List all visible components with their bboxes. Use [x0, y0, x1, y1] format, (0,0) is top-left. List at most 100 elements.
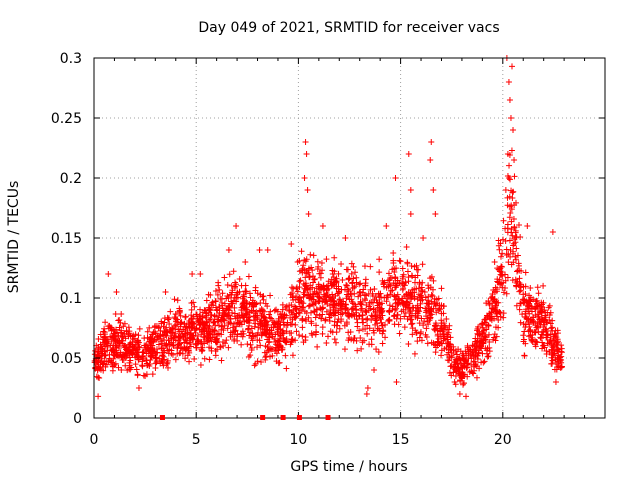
data-point	[252, 312, 259, 319]
data-point	[159, 352, 166, 359]
data-point	[307, 302, 314, 309]
data-point	[371, 286, 378, 293]
data-point	[231, 283, 238, 290]
data-point	[131, 335, 138, 342]
data-point	[313, 306, 320, 313]
data-point	[517, 287, 524, 294]
data-point	[287, 314, 294, 321]
data-point	[102, 352, 109, 359]
data-point	[385, 283, 392, 290]
data-point	[182, 314, 189, 321]
data-point	[215, 279, 222, 286]
data-point	[370, 327, 377, 334]
data-point	[351, 334, 358, 341]
data-point	[293, 305, 300, 312]
data-point	[324, 301, 331, 308]
data-point	[454, 355, 461, 362]
data-point	[402, 309, 409, 316]
data-point	[472, 361, 479, 368]
data-point	[444, 340, 451, 347]
data-point	[511, 157, 518, 163]
data-point	[309, 267, 316, 274]
data-point	[188, 300, 195, 307]
data-point	[329, 291, 336, 298]
data-point	[335, 290, 342, 297]
data-point	[515, 262, 522, 269]
data-point	[262, 321, 269, 328]
data-point	[319, 330, 326, 337]
data-point	[428, 298, 435, 305]
data-point	[433, 321, 440, 328]
data-point	[405, 151, 412, 157]
y-tick-label: 0.25	[51, 111, 82, 127]
data-point	[118, 310, 125, 317]
data-point	[146, 324, 153, 331]
data-point	[318, 315, 325, 322]
data-point	[513, 302, 520, 309]
data-point	[113, 326, 120, 333]
data-point	[414, 338, 421, 345]
data-point	[492, 303, 499, 310]
data-point	[511, 224, 518, 231]
data-point	[500, 279, 507, 286]
data-point	[98, 343, 105, 350]
data-point	[310, 252, 317, 259]
data-point	[189, 332, 196, 339]
data-point	[463, 364, 470, 371]
data-point	[538, 331, 545, 338]
data-point	[522, 269, 529, 276]
data-point	[462, 348, 469, 355]
data-point	[116, 340, 123, 347]
data-point	[557, 356, 564, 363]
data-point	[216, 286, 223, 293]
data-point	[208, 338, 215, 345]
data-point	[544, 309, 551, 316]
data-point	[181, 339, 188, 346]
data-point	[331, 322, 338, 329]
data-point	[259, 307, 266, 314]
data-point	[343, 319, 350, 326]
data-point	[494, 265, 501, 272]
data-point	[430, 187, 437, 193]
data-point	[261, 308, 268, 315]
data-point	[498, 263, 505, 270]
data-point	[212, 352, 219, 359]
data-point	[495, 316, 502, 323]
data-point	[506, 97, 513, 103]
data-point	[201, 321, 208, 328]
data-point	[296, 278, 303, 285]
data-point	[549, 360, 556, 367]
data-point	[244, 341, 251, 348]
data-point	[428, 139, 435, 145]
data-point	[325, 278, 332, 285]
data-point	[133, 366, 140, 373]
data-point	[300, 262, 307, 269]
y-tick-label: 0.15	[51, 231, 82, 247]
data-point	[197, 271, 204, 277]
data-point	[225, 247, 232, 253]
data-point	[497, 253, 504, 260]
data-point	[364, 385, 371, 391]
x-tick-label: 0	[90, 432, 99, 448]
data-point	[431, 299, 438, 306]
baseline-marker	[296, 415, 302, 420]
data-point	[111, 336, 118, 343]
data-point	[203, 297, 210, 304]
data-point	[199, 328, 206, 335]
data-point	[375, 349, 382, 356]
data-point	[273, 306, 280, 313]
data-point	[378, 319, 385, 326]
data-point	[473, 374, 480, 381]
data-point	[478, 345, 485, 352]
data-point	[417, 330, 424, 337]
data-point	[134, 372, 141, 379]
data-point	[163, 324, 170, 331]
data-point	[394, 311, 401, 318]
data-point	[508, 226, 515, 233]
data-point	[266, 311, 273, 318]
data-point	[502, 187, 509, 193]
data-point	[445, 343, 452, 350]
data-point	[521, 352, 528, 359]
data-point	[522, 283, 529, 290]
